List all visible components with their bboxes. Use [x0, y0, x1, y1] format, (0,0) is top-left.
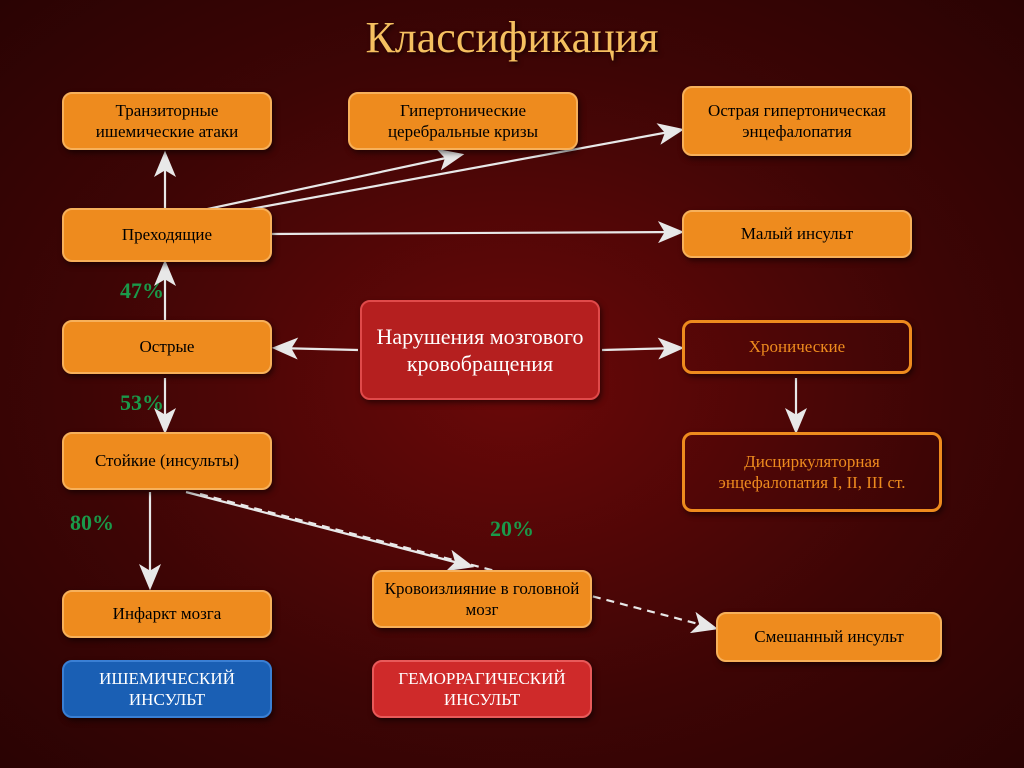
percent-p20: 20%: [490, 516, 534, 542]
node-mixed: Смешанный инсульт: [716, 612, 942, 662]
arrow-10: [186, 492, 470, 566]
node-acuteenc: Острая гипертоническая энцефалопатия: [682, 86, 912, 156]
node-hemstroke: ГЕМОРРАГИЧЕСКИЙ ИНСУЛЬТ: [372, 660, 592, 718]
percent-p53: 53%: [120, 390, 164, 416]
node-chronic: Хронические: [682, 320, 912, 374]
node-ischemic: ИШЕМИЧЕСКИЙ ИНСУЛЬТ: [62, 660, 272, 718]
node-dyscirc: Дисциркуляторная энцефалопатия I, II, II…: [682, 432, 942, 512]
node-minor: Малый инсульт: [682, 210, 912, 258]
node-transient: Преходящие: [62, 208, 272, 262]
arrow-5: [276, 348, 358, 350]
node-center: Нарушения мозгового кровобращения: [360, 300, 600, 400]
node-hypcrisis: Гипертонические церебральные кризы: [348, 92, 578, 150]
node-hemorrhage: Кровоизлияние в головной мозг: [372, 570, 592, 628]
arrow-6: [602, 348, 680, 350]
node-infarct: Инфаркт мозга: [62, 590, 272, 638]
percent-p80: 80%: [70, 510, 114, 536]
arrow-1: [175, 155, 460, 216]
percent-p47: 47%: [120, 278, 164, 304]
arrow-3: [268, 232, 680, 234]
page-title: Классификация: [0, 0, 1024, 63]
node-persistent: Стойкие (инсульты): [62, 432, 272, 490]
node-acute: Острые: [62, 320, 272, 374]
node-tia: Транзиторные ишемические атаки: [62, 92, 272, 150]
